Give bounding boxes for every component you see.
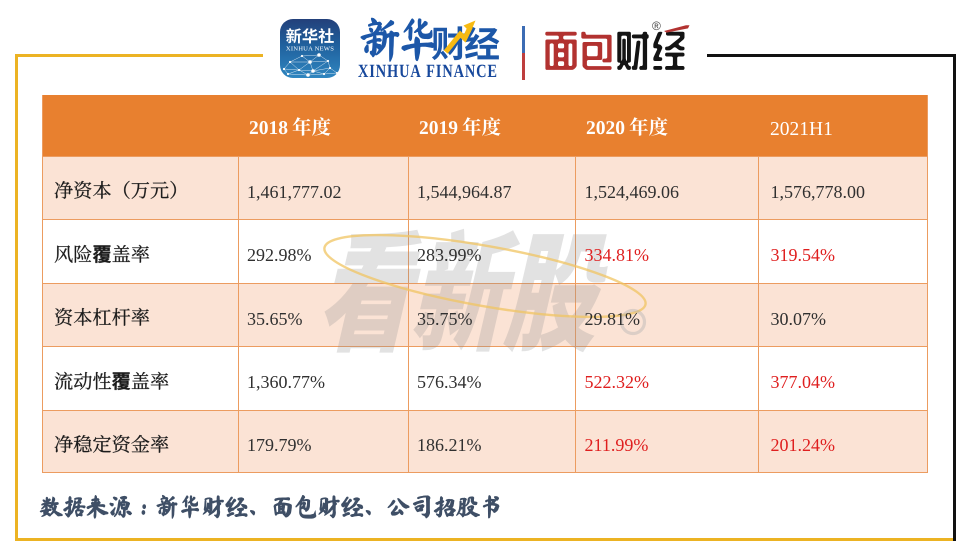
svg-text:XINHUA NEWS: XINHUA NEWS	[286, 46, 334, 53]
